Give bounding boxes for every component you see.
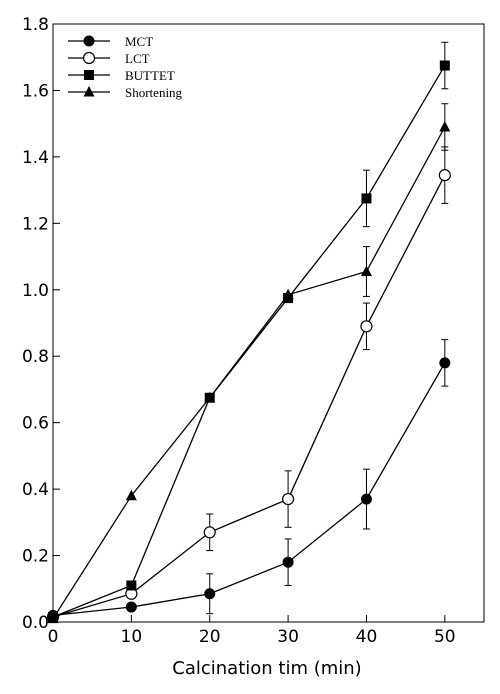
plot-frame [52, 23, 485, 623]
series-shortening [47, 103, 451, 624]
data-point [204, 588, 216, 600]
data-point [125, 489, 137, 501]
x-tick-label: 20 [199, 627, 221, 647]
series-line [52, 65, 446, 618]
data-point [203, 526, 216, 539]
x-tick-label: 40 [356, 627, 378, 647]
axes: 0.0 0.2 0.4 0.6 0.8 1.0 1.2 1.4 1.6 1.8 0 10 20 30 40 5… [22, 15, 485, 647]
data-point [360, 493, 372, 505]
data-point [360, 265, 372, 277]
data-point [204, 391, 216, 403]
y-tick-label: 1.2 [22, 214, 49, 234]
data-point [282, 288, 294, 300]
legend-item-lct: LCT [68, 51, 150, 66]
series-line [52, 174, 446, 618]
legend-item-buttet: BUTTET [68, 68, 175, 83]
data-point [360, 320, 373, 333]
legend-marker [82, 51, 96, 65]
data-point [126, 580, 137, 591]
series-line [52, 362, 446, 617]
y-tick-label: 0.8 [22, 347, 49, 367]
y-tick-label: 1.4 [22, 148, 49, 168]
legend-label: MCT [125, 34, 153, 49]
data-point [125, 601, 137, 613]
legend-marker [83, 35, 95, 47]
x-tick-label: 10 [121, 627, 143, 647]
y-tick-label: 0.2 [22, 547, 49, 567]
series-layer [46, 41, 451, 624]
data-point [439, 60, 450, 71]
data-point [47, 612, 59, 624]
series-line [52, 126, 446, 620]
data-point [281, 492, 295, 506]
y-tick-label: 1.8 [22, 15, 49, 35]
data-point [439, 120, 451, 132]
data-point [439, 357, 451, 369]
data-point [361, 193, 372, 204]
x-tick-label: 0 [48, 627, 59, 647]
legend-marker [83, 86, 95, 97]
data-point [282, 556, 294, 568]
x-tick-label: 30 [277, 627, 299, 647]
legend-item-mct: MCT [68, 34, 153, 49]
x-axis-label: Calcination tim (min) [172, 658, 361, 679]
y-tick-label: 1.0 [22, 281, 49, 301]
legend-label: BUTTET [125, 68, 175, 83]
x-tick-label: 50 [434, 627, 456, 647]
legend: MCT LCT BUTTET Shortening [68, 34, 183, 100]
y-tick-label: 1.6 [22, 81, 49, 101]
data-point [438, 169, 451, 182]
series-lct [46, 146, 451, 624]
legend-marker [84, 70, 94, 80]
legend-label: LCT [125, 51, 150, 66]
y-tick-label: 0.4 [22, 480, 49, 500]
legend-item-shortening: Shortening [68, 85, 183, 100]
series-mct [47, 339, 451, 621]
legend-label: Shortening [125, 85, 183, 100]
series-buttet [48, 41, 450, 623]
y-tick-label: 0.6 [22, 414, 49, 434]
y-tick-label: 0.0 [22, 613, 49, 633]
